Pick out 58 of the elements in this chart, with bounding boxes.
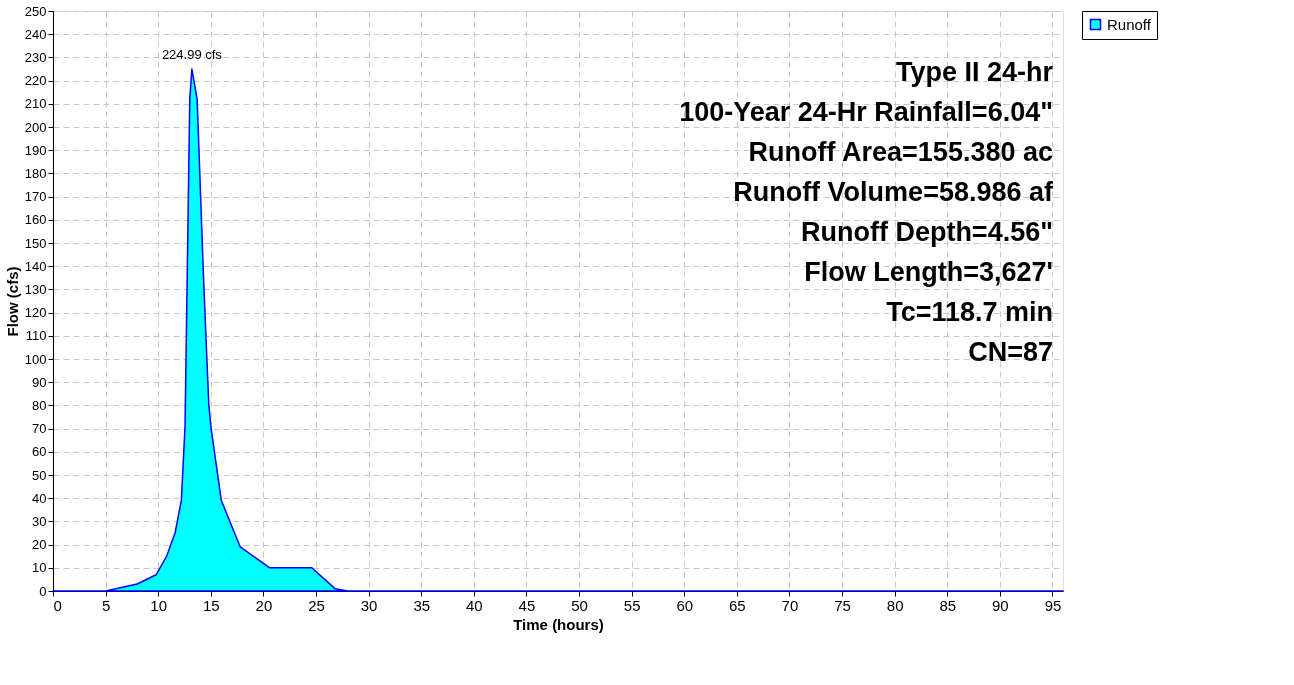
y-tick-label: 230 [24,49,47,65]
x-tick-label: 15 [202,596,220,614]
y-tick-label: 20 [32,537,47,553]
annotation: Type II 24-hr [895,57,1054,87]
x-tick-label: 30 [360,596,378,614]
x-tick-label: 35 [413,596,431,614]
annotation: Runoff Area=155.380 ac [748,137,1053,167]
x-axis-title: Time (hours) [513,615,604,633]
y-tick-label: 140 [24,258,47,274]
annotation: Runoff Volume=58.986 af [733,177,1054,207]
y-tick-label: 10 [32,560,47,576]
x-tick-label: 0 [53,596,62,614]
x-tick-label: 40 [465,596,483,614]
y-tick-label: 0 [39,583,47,599]
y-tick-label: 90 [32,374,47,390]
y-tick-label: 210 [24,96,47,112]
annotation: 100-Year 24-Hr Rainfall=6.04" [679,97,1053,127]
x-tick-label: 20 [255,596,273,614]
x-tick-label: 25 [308,596,325,614]
x-tick-label: 10 [150,596,168,614]
y-tick-label: 180 [24,165,47,181]
x-tick-label: 70 [781,596,799,614]
annotation: Flow Length=3,627' [804,257,1053,287]
x-tick-label: 50 [571,596,588,614]
y-tick-label: 60 [32,444,47,460]
y-tick-label: 240 [24,26,47,42]
x-tick-label: 80 [886,596,904,614]
annotation: CN=87 [968,337,1053,367]
y-tick-label: 70 [32,421,47,437]
y-tick-label: 40 [32,490,47,506]
y-tick-label: 220 [24,73,47,89]
y-tick-label: 100 [24,351,47,367]
y-tick-label: 130 [24,281,47,297]
x-tick-label: 75 [834,596,851,614]
x-tick-label: 65 [729,596,746,614]
y-tick-label: 30 [32,513,47,529]
annotation: Runoff Depth=4.56" [800,217,1053,247]
y-tick-label: 190 [24,142,47,158]
y-axis-title: Flow (cfs) [3,266,21,337]
y-tick-label: 120 [24,305,47,321]
x-tick-label: 55 [623,596,641,614]
y-tick-label: 50 [32,467,47,483]
x-tick-label: 60 [676,596,694,614]
y-tick-label: 110 [25,328,47,344]
y-tick-label: 170 [24,189,47,205]
annotation: Tc=118.7 min [886,297,1053,327]
y-tick-label: 160 [24,212,47,228]
x-tick-label: 5 [101,596,111,614]
y-tick-label: 200 [24,119,47,135]
legend-label: Runoff [1107,15,1152,33]
y-tick-label: 80 [32,397,47,413]
y-tick-label: 250 [24,3,47,19]
x-tick-label: 45 [518,596,536,614]
y-tick-label: 150 [24,235,47,251]
x-tick-label: 95 [1044,596,1062,614]
x-tick-label: 90 [992,596,1009,614]
x-tick-label: 85 [939,596,957,614]
annotation: 224.99 cfs [161,47,223,63]
